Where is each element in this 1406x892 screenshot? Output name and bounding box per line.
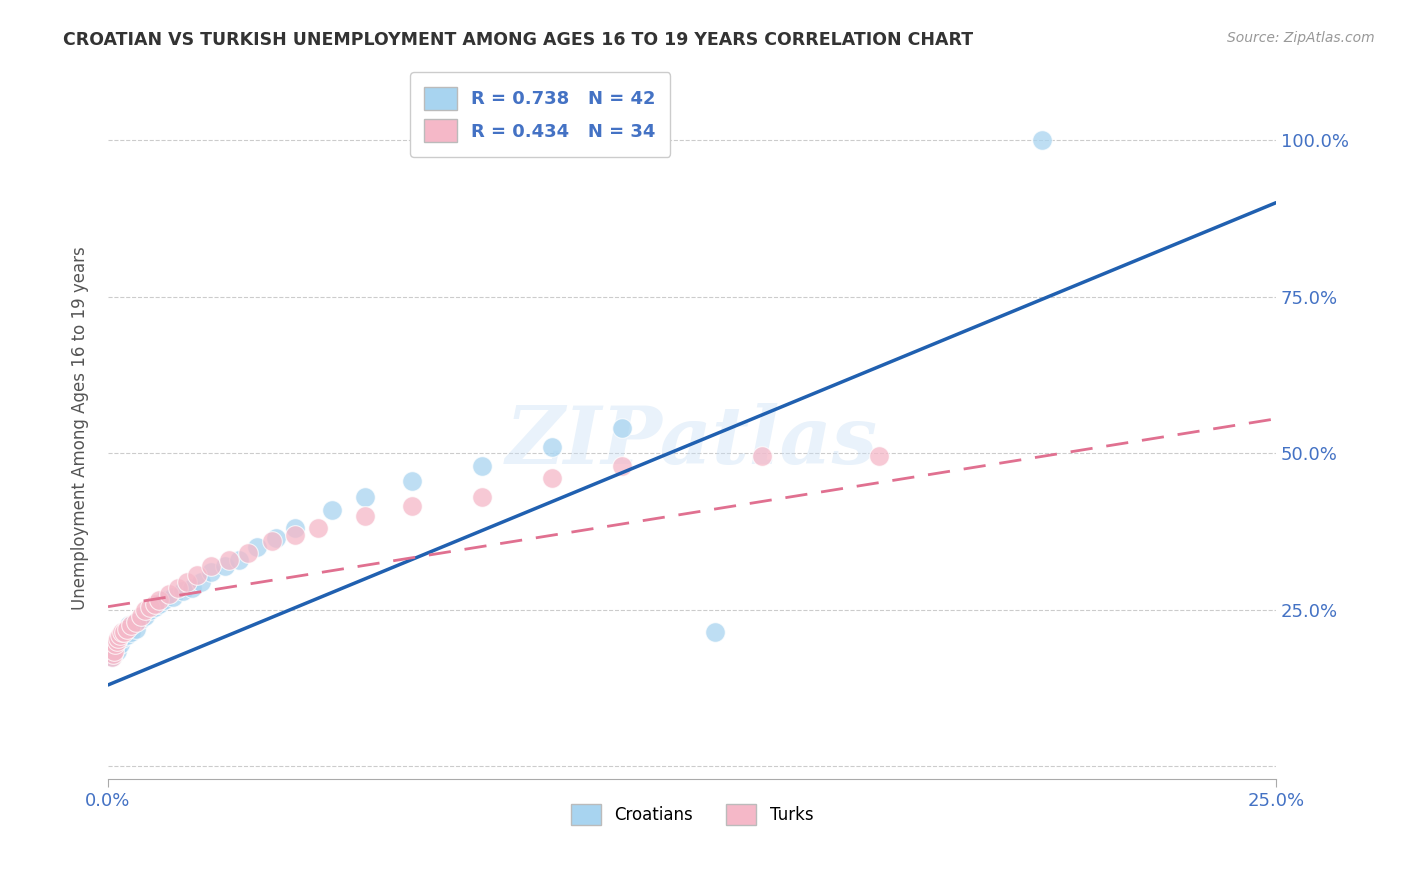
Point <box>321 502 343 516</box>
Point <box>162 591 184 605</box>
Point <box>100 649 122 664</box>
Point <box>118 618 141 632</box>
Point <box>218 552 240 566</box>
Point <box>115 622 138 636</box>
Point <box>200 566 222 580</box>
Point <box>108 628 131 642</box>
Point <box>284 521 307 535</box>
Y-axis label: Unemployment Among Ages 16 to 19 years: Unemployment Among Ages 16 to 19 years <box>72 246 89 610</box>
Point <box>172 584 194 599</box>
Point <box>1031 133 1053 147</box>
Point <box>105 634 128 648</box>
Point <box>104 640 127 655</box>
Point <box>143 599 166 614</box>
Point <box>108 637 131 651</box>
Point <box>103 643 125 657</box>
Point <box>125 615 148 630</box>
Point <box>112 624 135 639</box>
Point <box>120 618 142 632</box>
Point <box>200 558 222 573</box>
Point <box>129 609 152 624</box>
Point <box>104 637 127 651</box>
Point <box>354 490 377 504</box>
Point <box>125 615 148 630</box>
Point <box>134 609 156 624</box>
Point <box>540 440 562 454</box>
Point <box>610 421 633 435</box>
Point <box>111 624 134 639</box>
Text: CROATIAN VS TURKISH UNEMPLOYMENT AMONG AGES 16 TO 19 YEARS CORRELATION CHART: CROATIAN VS TURKISH UNEMPLOYMENT AMONG A… <box>63 31 973 49</box>
Point <box>471 490 494 504</box>
Point <box>148 597 170 611</box>
Point <box>107 631 129 645</box>
Point <box>186 568 208 582</box>
Point <box>134 603 156 617</box>
Point <box>704 624 727 639</box>
Point <box>167 581 190 595</box>
Point <box>181 581 204 595</box>
Point <box>236 546 259 560</box>
Point <box>112 624 135 639</box>
Point <box>540 471 562 485</box>
Point <box>307 521 329 535</box>
Point <box>228 552 250 566</box>
Point <box>111 631 134 645</box>
Point <box>143 597 166 611</box>
Point <box>103 647 125 661</box>
Point <box>401 500 423 514</box>
Point <box>105 643 128 657</box>
Point <box>115 622 138 636</box>
Point <box>260 533 283 548</box>
Point <box>101 647 124 661</box>
Point <box>246 540 269 554</box>
Point <box>107 634 129 648</box>
Point <box>115 628 138 642</box>
Point <box>139 603 162 617</box>
Point <box>101 643 124 657</box>
Point <box>125 622 148 636</box>
Point <box>100 649 122 664</box>
Point <box>111 628 134 642</box>
Point <box>120 618 142 632</box>
Point <box>471 458 494 473</box>
Point <box>751 450 773 464</box>
Point <box>176 574 198 589</box>
Point <box>264 531 287 545</box>
Legend: Croatians, Turks: Croatians, Turks <box>562 796 821 834</box>
Point <box>214 558 236 573</box>
Point <box>153 593 176 607</box>
Point <box>868 450 890 464</box>
Point <box>157 587 180 601</box>
Text: Source: ZipAtlas.com: Source: ZipAtlas.com <box>1227 31 1375 45</box>
Point <box>120 624 142 639</box>
Point <box>284 527 307 541</box>
Point <box>354 508 377 523</box>
Point <box>139 599 162 614</box>
Point <box>105 637 128 651</box>
Text: ZIPatlas: ZIPatlas <box>506 403 877 481</box>
Point <box>148 593 170 607</box>
Point <box>401 475 423 489</box>
Point <box>129 612 152 626</box>
Point <box>610 458 633 473</box>
Point <box>190 574 212 589</box>
